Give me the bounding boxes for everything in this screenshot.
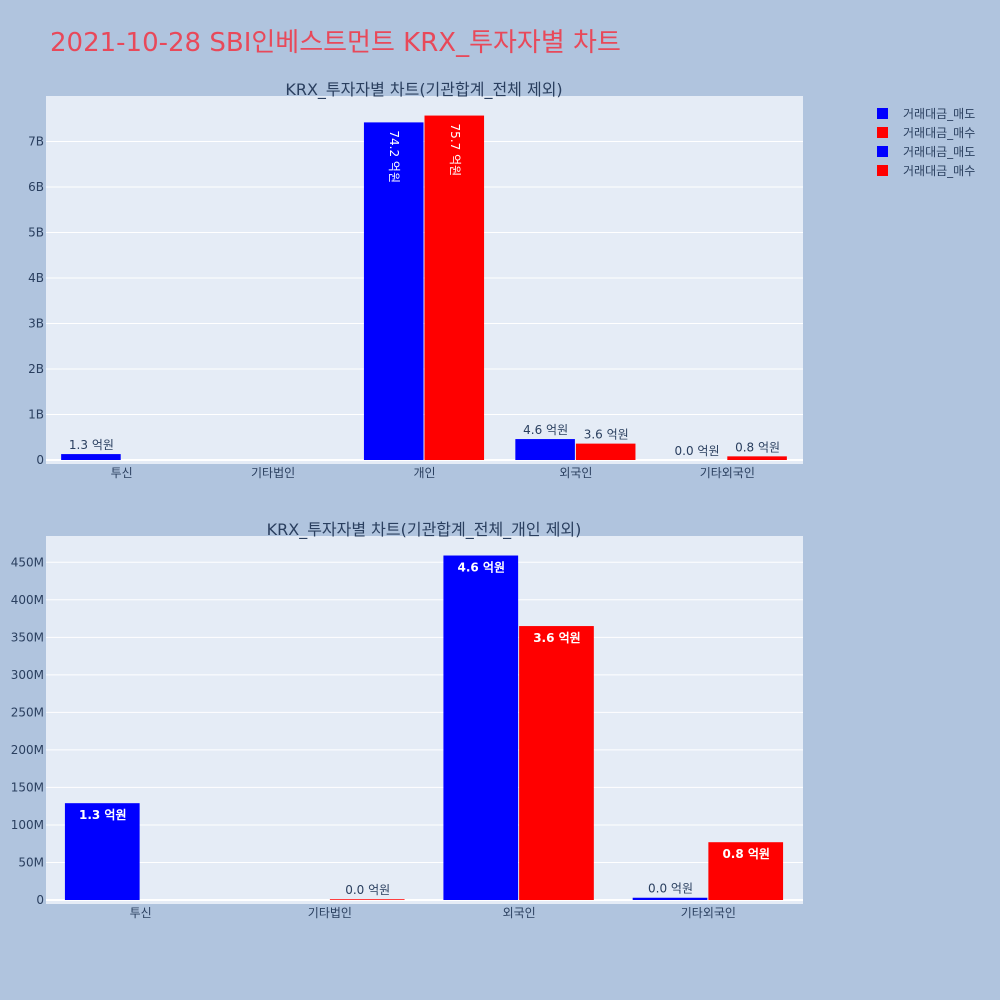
legend-swatch[interactable] <box>877 127 888 138</box>
bar-value-label: 4.6 억원 <box>523 423 568 437</box>
x-tick-label: 기타외국인 <box>700 466 755 480</box>
bar-buy[interactable] <box>519 626 594 900</box>
y-tick-label: 150M <box>11 780 44 794</box>
x-tick-label: 외국인 <box>559 466 592 480</box>
x-tick-label: 개인 <box>413 466 435 480</box>
x-tick-label: 투신 <box>111 466 133 480</box>
x-tick-label: 외국인 <box>503 906 536 920</box>
bar-buy[interactable] <box>424 115 485 460</box>
bar-value-label: 1.3 억원 <box>69 438 114 452</box>
y-tick-label: 1B <box>28 408 44 422</box>
bar-buy[interactable] <box>575 443 636 460</box>
y-tick-label: 400M <box>11 593 44 607</box>
bar-sell[interactable] <box>64 803 140 900</box>
bar-value-label: 4.6 억원 <box>458 561 506 575</box>
x-tick-label: 기타법인 <box>308 906 352 920</box>
y-tick-label: 50M <box>18 855 44 869</box>
y-tick-label: 250M <box>11 705 44 719</box>
bar-buy[interactable] <box>727 456 787 460</box>
bar-value-label: 0.8 억원 <box>722 847 770 861</box>
bar-sell[interactable] <box>363 122 424 460</box>
y-tick-label: 300M <box>11 668 44 682</box>
legend-label[interactable]: 거래대금_매도 <box>903 145 975 159</box>
bar-buy[interactable] <box>329 899 405 900</box>
y-tick-label: 350M <box>11 630 44 644</box>
bar-sell[interactable] <box>632 897 708 900</box>
x-tick-label: 기타외국인 <box>681 906 736 920</box>
bar-sell[interactable] <box>61 454 121 460</box>
y-tick-label: 200M <box>11 743 44 757</box>
legend-swatch[interactable] <box>877 108 888 119</box>
bar-value-label: 3.6 억원 <box>533 631 581 645</box>
y-tick-label: 7B <box>28 135 44 149</box>
page-title: 2021-10-28 SBI인베스트먼트 KRX_투자자별 차트 <box>50 28 621 58</box>
y-tick-label: 4B <box>28 271 44 285</box>
subplot-title-2: KRX_투자자별 차트(기관합계_전체_개인 제외) <box>267 520 582 540</box>
subplot-title-1: KRX_투자자별 차트(기관합계_전체 제외) <box>285 80 562 100</box>
y-tick-label: 6B <box>28 180 44 194</box>
bar-value-label: 75.7 억원 <box>448 124 462 177</box>
legend-label[interactable]: 거래대금_매수 <box>903 164 975 178</box>
bar-sell[interactable] <box>515 439 575 460</box>
y-tick-label: 2B <box>28 362 44 376</box>
y-tick-label: 0 <box>36 453 44 467</box>
x-tick-label: 투신 <box>130 906 152 920</box>
plot-area-2 <box>46 536 803 904</box>
bar-value-label: 0.0 억원 <box>648 882 693 896</box>
bar-value-label: 0.0 억원 <box>675 444 720 458</box>
y-tick-label: 5B <box>28 226 44 240</box>
legend-label[interactable]: 거래대금_매도 <box>903 107 975 121</box>
y-tick-label: 450M <box>11 555 44 569</box>
bar-value-label: 1.3 억원 <box>79 808 127 822</box>
y-tick-label: 100M <box>11 818 44 832</box>
bar-sell[interactable] <box>443 555 519 900</box>
bar-buy[interactable] <box>708 842 784 900</box>
legend-swatch[interactable] <box>877 146 888 157</box>
x-tick-label: 기타법인 <box>251 466 295 480</box>
bar-value-label: 74.2 억원 <box>387 130 401 183</box>
y-tick-label: 3B <box>28 317 44 331</box>
legend-swatch[interactable] <box>877 165 888 176</box>
bar-value-label: 3.6 억원 <box>584 428 629 442</box>
bar-value-label: 0.0 억원 <box>345 883 390 897</box>
legend-label[interactable]: 거래대금_매수 <box>903 126 975 140</box>
bar-value-label: 0.8 억원 <box>735 440 780 454</box>
y-tick-label: 0 <box>36 893 44 907</box>
